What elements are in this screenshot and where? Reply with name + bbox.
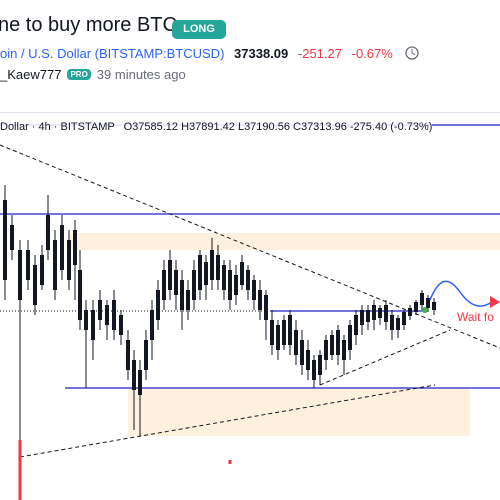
alert-icon[interactable] [404, 45, 422, 61]
trend-line [319, 329, 451, 386]
zone [70, 233, 500, 250]
time-ago: 39 minutes ago [96, 67, 186, 82]
chart-image [0, 112, 500, 500]
price: 37338.09 [234, 46, 289, 61]
author-row: _Kaew777 PRO 39 minutes ago [0, 67, 186, 82]
ohlc-values: O37585.12 H37891.42 L37190.56 C37313.96 … [123, 121, 433, 133]
long-badge: LONG [172, 20, 226, 39]
chart-symbol: Dollar · 4h · BITSTAMP [0, 121, 115, 133]
annotation: Wait fo [457, 310, 494, 324]
zone [128, 388, 470, 436]
symbol-row: oin / U.S. Dollar (BITSTAMP:BTCUSD) 3733… [0, 45, 422, 61]
trend-line [0, 144, 500, 349]
trend-line [19, 384, 436, 458]
change: -251.27 [297, 46, 342, 61]
pro-badge: PRO [67, 69, 91, 80]
author-name[interactable]: _Kaew777 [0, 67, 62, 82]
symbol-link[interactable]: oin / U.S. Dollar (BITSTAMP:BTCUSD) [0, 46, 225, 61]
candles [3, 185, 500, 500]
idea-title: ne to buy more BTC [0, 14, 177, 36]
change-percent: -0.67% [351, 46, 393, 61]
chart-legend: Dollar · 4h · BITSTAMP O37585.12 H37891.… [0, 121, 433, 133]
